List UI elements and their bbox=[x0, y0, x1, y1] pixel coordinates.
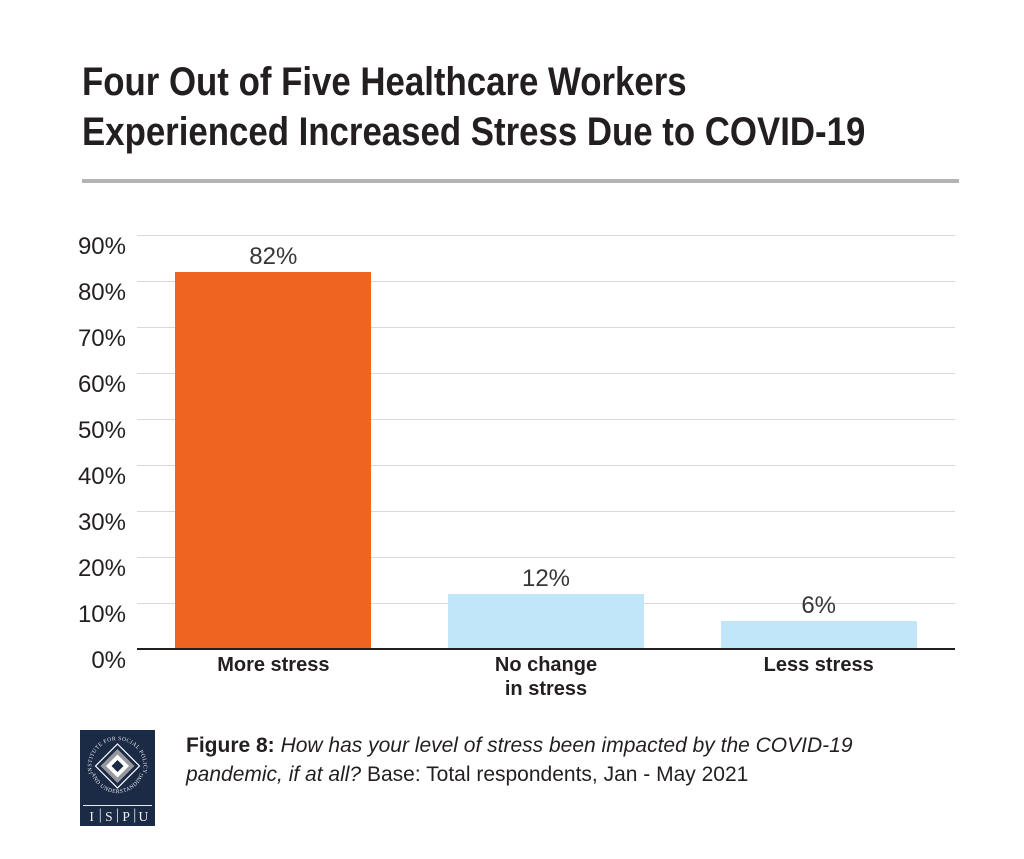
y-axis-tick-label-60: 60% bbox=[77, 371, 126, 398]
survey-question-text-part2: pandemic, if at all? bbox=[186, 763, 362, 786]
gridline-40 bbox=[137, 465, 955, 466]
logo-letter-p: P bbox=[122, 809, 130, 824]
y-axis-tick-label-50: 50% bbox=[77, 417, 126, 444]
figure-caption: Figure 8: How has your level of stress be… bbox=[186, 731, 926, 789]
bar-value-label-less-stress: 6% bbox=[801, 592, 836, 620]
y-axis-tick-label-20: 20% bbox=[77, 555, 126, 582]
figure-number-label: Figure 8: bbox=[186, 734, 275, 757]
gridline-20 bbox=[137, 557, 955, 558]
logo-acronym-band: I S P U bbox=[83, 805, 152, 824]
y-axis-tick-label-70: 70% bbox=[77, 325, 126, 352]
x-axis-label-more-stress: More stress bbox=[217, 654, 330, 676]
x-axis-label-no-change-in-stress: No change in stress bbox=[494, 654, 598, 700]
ispu-logo: INSTITUTE FOR SOCIAL POLICY AND UNDERSTA… bbox=[80, 730, 155, 826]
chart-title-line-2: Experienced Increased Stress Due to COVI… bbox=[82, 110, 866, 154]
x-axis-label-less-stress: Less stress bbox=[763, 654, 874, 676]
gridline-70 bbox=[137, 327, 955, 328]
chart-title: Four Out of Five Healthcare Workers Expe… bbox=[82, 57, 865, 157]
logo-diamond-emblem bbox=[94, 743, 141, 789]
title-divider-rule bbox=[82, 179, 959, 183]
bar-value-label-no-change-in-stress: 12% bbox=[521, 564, 571, 592]
chart-title-line-1: Four Out of Five Healthcare Workers bbox=[82, 60, 687, 104]
gridline-60 bbox=[137, 373, 955, 374]
y-axis-tick-label-0: 0% bbox=[91, 647, 126, 674]
gridline-80 bbox=[137, 281, 955, 282]
base-note-text: Base: Total respondents, Jan - May 2021 bbox=[366, 763, 749, 786]
logo-letter-s: S bbox=[105, 809, 113, 824]
bar-value-label-more-stress: 82% bbox=[249, 242, 298, 270]
y-axis-tick-label-40: 40% bbox=[77, 463, 126, 490]
logo-letter-u: U bbox=[139, 809, 149, 824]
y-axis-tick-label-30: 30% bbox=[77, 509, 126, 536]
bar-no-change-in-stress bbox=[448, 593, 644, 649]
logo-letter-i: I bbox=[89, 809, 94, 824]
y-axis-tick-label-80: 80% bbox=[77, 279, 126, 306]
gridline-30 bbox=[137, 511, 955, 512]
survey-question-text-part1: How has your level of stress been impact… bbox=[280, 734, 853, 757]
y-axis-tick-label-10: 10% bbox=[77, 601, 126, 628]
bar-less-stress bbox=[720, 621, 917, 649]
bar-more-stress bbox=[175, 271, 372, 649]
gridline-50 bbox=[137, 419, 955, 420]
gridline-90 bbox=[137, 235, 955, 236]
x-axis-baseline bbox=[137, 648, 955, 650]
y-axis-tick-label-90: 90% bbox=[77, 233, 126, 260]
